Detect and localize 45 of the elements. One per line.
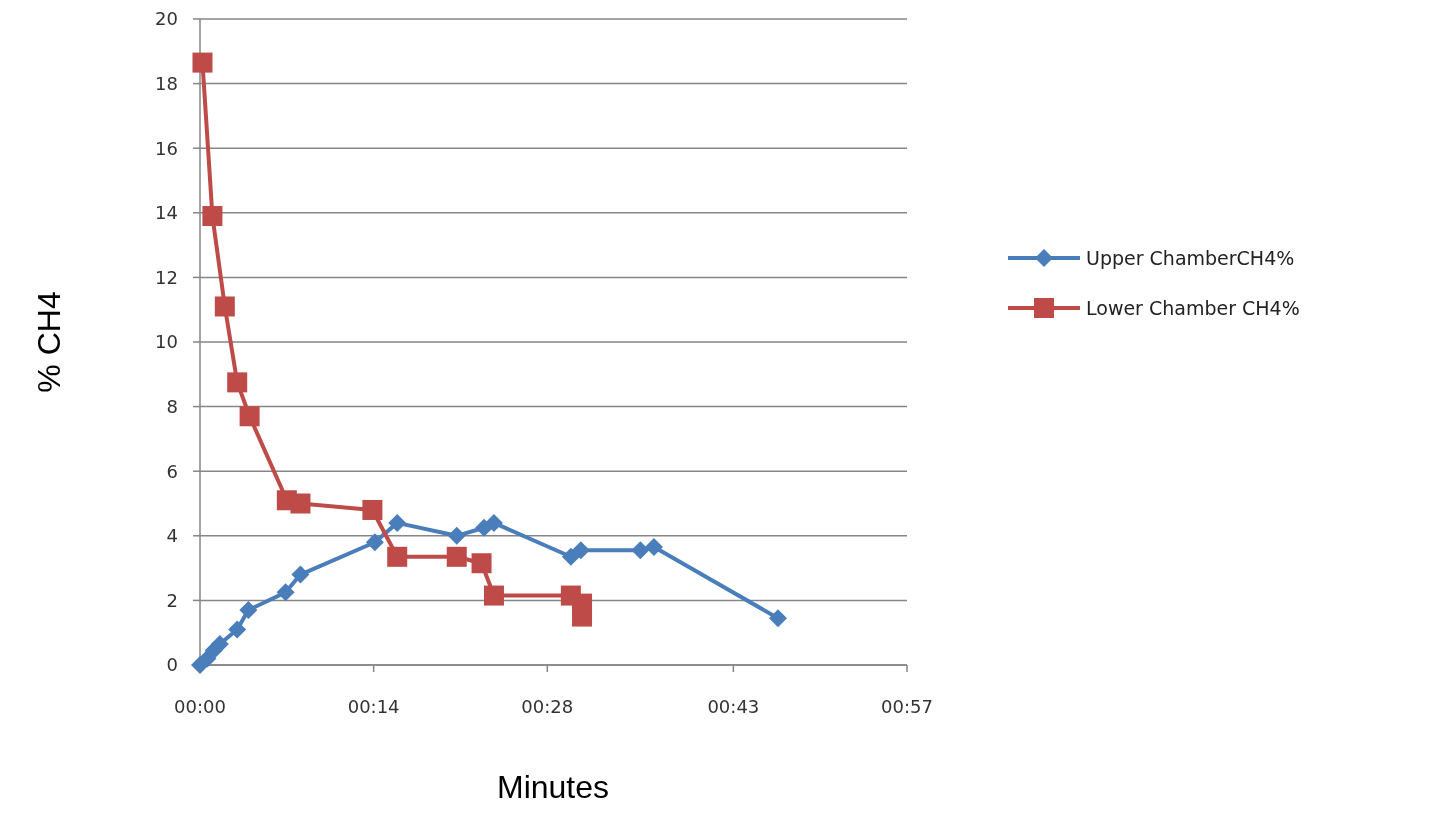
y-tick-label: 14 (155, 202, 178, 224)
y-tick-label: 2 (166, 589, 178, 611)
point (644, 538, 663, 557)
point (483, 585, 504, 606)
y-tick-label: 12 (155, 266, 178, 288)
point (202, 206, 223, 227)
x-tick-label: 00:00 (174, 696, 226, 717)
point (228, 620, 247, 639)
x-axis-title: Minutes (496, 769, 610, 805)
y-tick-label: 4 (166, 525, 178, 547)
point (388, 513, 407, 532)
point (365, 533, 384, 552)
x-tick-label: 00:57 (881, 696, 933, 717)
point (192, 52, 213, 73)
y-axis-title: % CH4 (31, 291, 67, 393)
x-tick-label: 00:43 (707, 696, 760, 717)
point (239, 406, 260, 427)
legend-label: Upper ChamberCH4% (1086, 246, 1295, 269)
point (362, 499, 383, 520)
y-tick-label: 10 (155, 331, 178, 353)
point (631, 541, 650, 560)
point (214, 296, 235, 317)
point (769, 609, 787, 628)
point (571, 541, 590, 560)
y-tick-label: 8 (166, 395, 178, 417)
point (387, 546, 408, 567)
y-tick-label: 6 (166, 460, 178, 482)
point (446, 546, 467, 567)
point (239, 601, 258, 620)
point (484, 513, 503, 532)
y-tick-label: 16 (155, 137, 178, 159)
y-tick-label: 20 (155, 8, 178, 30)
legend-label: Lower Chamber CH4% (1086, 296, 1300, 319)
x-tick-label: 00:14 (347, 696, 400, 717)
y-tick-label: 0 (166, 654, 178, 676)
point (210, 635, 229, 654)
point (276, 583, 295, 602)
point (290, 493, 311, 514)
x-tick-label: 00:28 (521, 696, 574, 717)
point (291, 565, 310, 584)
point (471, 553, 492, 574)
point (561, 547, 580, 566)
point (227, 372, 248, 393)
point (447, 526, 466, 545)
y-tick-label: 18 (155, 72, 178, 94)
